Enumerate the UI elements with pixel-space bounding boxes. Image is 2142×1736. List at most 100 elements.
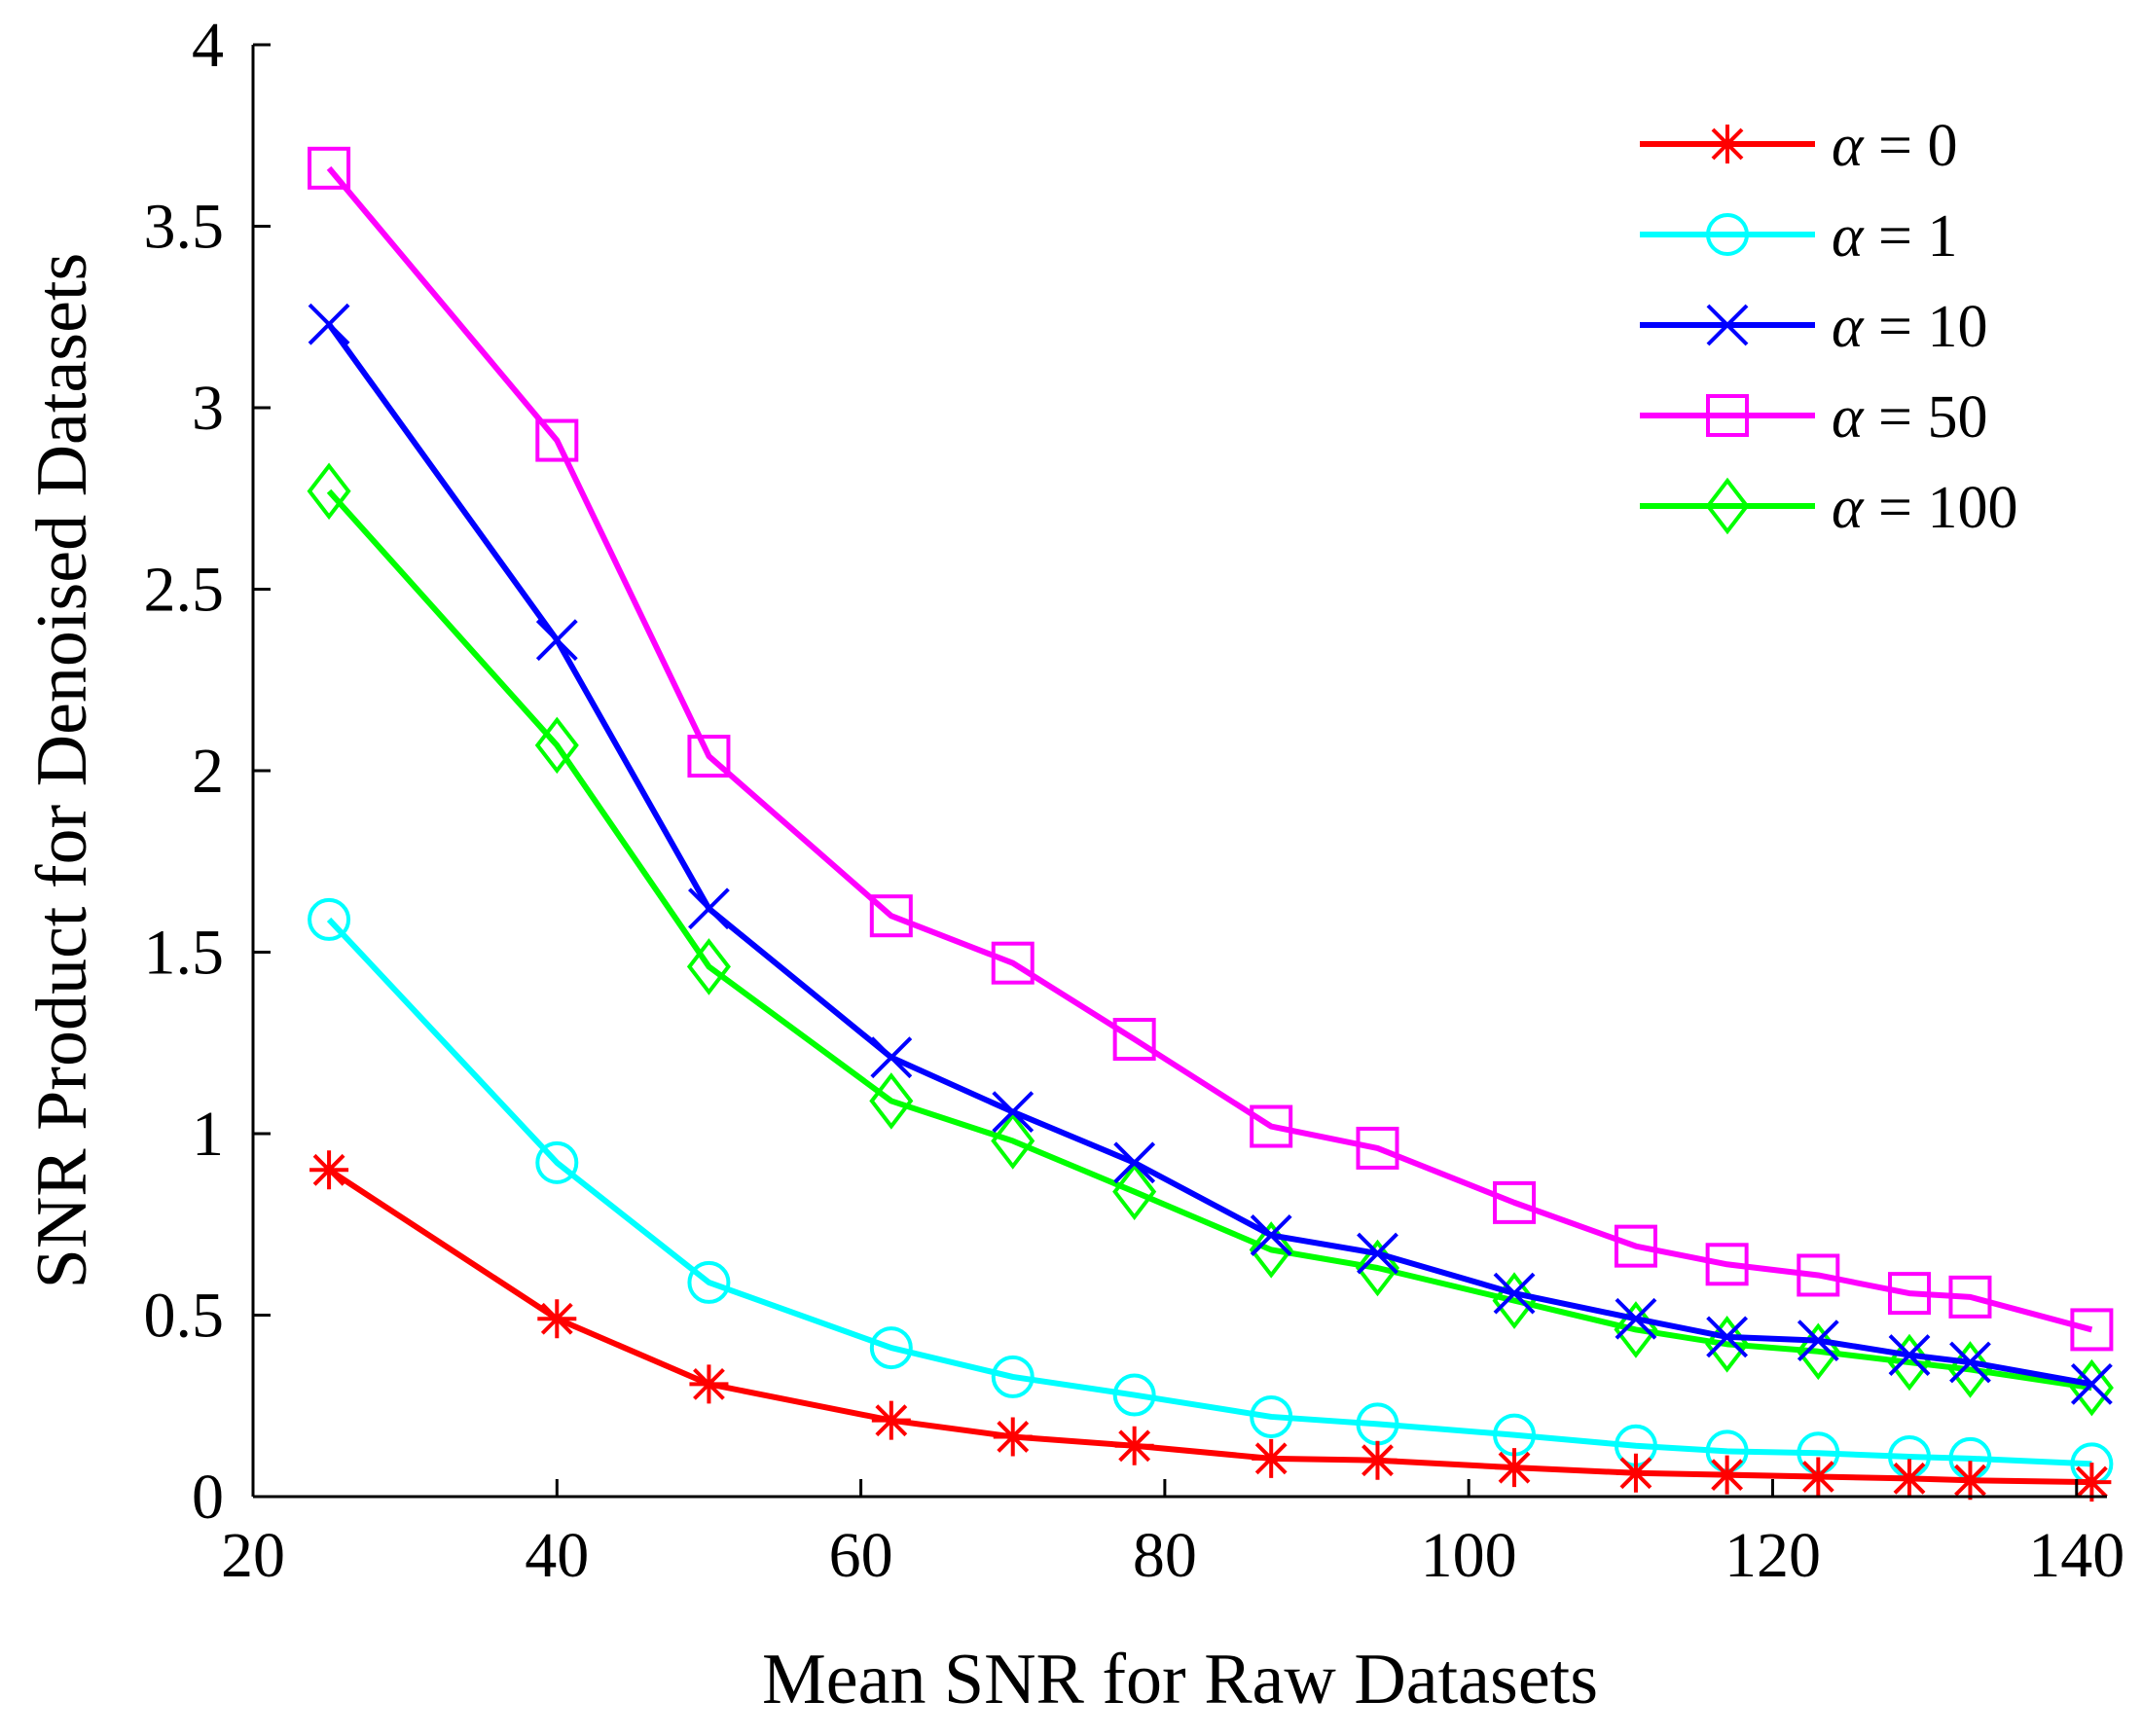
data-point-square <box>1948 1275 1992 1319</box>
ticks-layer: 20 40 60 80 100 120 140 0 0.5 1 1.5 2 2.5 3 3.5 4 <box>144 10 2125 1591</box>
data-point-x <box>1615 1297 1657 1340</box>
y-tick-label: 3.5 <box>144 192 225 263</box>
series-line <box>326 165 2093 1333</box>
data-point-asterisk <box>993 1417 1033 1457</box>
series-square-group <box>308 146 2114 1352</box>
legend-marker-square <box>1706 394 1749 437</box>
y-tick-label: 4 <box>192 10 224 81</box>
y-axis-label: SNR Product for Denoised Datasets <box>22 253 102 1289</box>
data-point-x <box>1706 1316 1749 1358</box>
data-point-diamond <box>307 462 351 521</box>
x-tick-label: 60 <box>829 1520 893 1591</box>
legend: α = 0 α = 1 α = 10 α = 50 α = 100 <box>1640 113 2018 541</box>
legend-marker-diamond <box>1705 477 1750 535</box>
y-tick-label: 2 <box>192 736 224 807</box>
data-point-asterisk <box>1890 1459 1930 1499</box>
data-point-square <box>1493 1180 1537 1224</box>
legend-entry: α = 50 <box>1640 384 1988 451</box>
data-point-diamond <box>869 1072 914 1130</box>
data-point-x <box>1949 1341 1991 1384</box>
data-point-square <box>1797 1253 1840 1297</box>
data-point-diamond <box>534 716 579 775</box>
series-circle-group <box>308 897 2114 1486</box>
y-tick-label: 0.5 <box>144 1281 225 1352</box>
data-point-asterisk <box>1252 1438 1291 1478</box>
x-tick-label: 140 <box>2028 1520 2124 1591</box>
series-diamond-group <box>307 462 2114 1417</box>
data-point-x <box>1493 1272 1536 1315</box>
y-tick-label: 1 <box>192 1099 224 1170</box>
data-point-circle <box>308 897 351 941</box>
data-point-square <box>1614 1224 1657 1268</box>
series-line <box>326 488 2092 1392</box>
data-point-circle <box>869 1326 913 1370</box>
data-point-circle <box>1112 1373 1156 1417</box>
data-point-x <box>870 1036 913 1079</box>
legend-marker-circle <box>1706 213 1749 256</box>
data-point-asterisk <box>1495 1448 1535 1488</box>
data-point-square <box>991 941 1035 985</box>
data-point-circle <box>687 1260 731 1304</box>
data-point-square <box>1888 1272 1932 1316</box>
legend-label: α = 10 <box>1832 294 1988 360</box>
x-tick-label: 80 <box>1133 1520 1197 1591</box>
legend-label: α = 50 <box>1832 384 1988 451</box>
data-point-x <box>992 1091 1035 1134</box>
data-point-x <box>1357 1232 1398 1275</box>
data-point-circle <box>535 1140 579 1184</box>
data-point-square <box>2070 1308 2114 1352</box>
legend-label: α = 0 <box>1832 113 1958 179</box>
series-line <box>326 917 2092 1467</box>
x-tick-label: 20 <box>221 1520 285 1591</box>
legend-entry: α = 100 <box>1640 475 2018 541</box>
x-tick-label: 40 <box>525 1520 589 1591</box>
y-tick-label: 3 <box>192 373 224 444</box>
data-point-square <box>1250 1104 1293 1148</box>
data-point-x <box>1250 1214 1292 1256</box>
x-tick-label: 120 <box>1724 1520 1821 1591</box>
data-point-asterisk <box>689 1364 729 1404</box>
data-point-x <box>535 619 578 662</box>
data-point-asterisk <box>1707 1455 1747 1495</box>
data-point-diamond <box>991 1112 1035 1170</box>
data-point-x <box>2070 1362 2113 1405</box>
data-point-square <box>687 735 731 778</box>
legend-entry: α = 0 <box>1640 113 1958 179</box>
data-point-x <box>1888 1334 1931 1376</box>
data-point-diamond <box>686 938 731 995</box>
data-point-asterisk <box>871 1400 911 1440</box>
data-point-square <box>1356 1126 1399 1170</box>
data-point-circle <box>991 1355 1035 1398</box>
data-point-circle <box>1250 1394 1293 1438</box>
series-x-group <box>308 303 2113 1405</box>
data-point-asterisk <box>1114 1426 1154 1465</box>
legend-label: α = 1 <box>1832 203 1958 270</box>
data-point-asterisk <box>309 1150 349 1190</box>
x-axis-label: Mean SNR for Raw Datasets <box>762 1640 1598 1719</box>
data-point-asterisk <box>1950 1461 1990 1501</box>
data-point-asterisk <box>1616 1453 1655 1493</box>
legend-marker-x <box>1706 304 1749 346</box>
data-point-asterisk <box>2072 1463 2112 1502</box>
legend-label: α = 100 <box>1832 475 2018 541</box>
data-point-x <box>688 887 730 930</box>
data-point-square <box>1705 1243 1749 1286</box>
data-point-x <box>308 303 350 345</box>
legend-entry: α = 10 <box>1640 294 1988 360</box>
data-point-square <box>869 894 913 938</box>
data-point-diamond <box>1112 1163 1157 1220</box>
y-tick-label: 2.5 <box>144 555 225 626</box>
series-asterisk-group <box>309 1150 2112 1502</box>
y-tick-label: 0 <box>192 1462 224 1533</box>
data-point-square <box>535 418 579 462</box>
plot-series-layer <box>307 146 2114 1502</box>
data-point-x <box>1797 1320 1839 1362</box>
legend-entry: α = 1 <box>1640 203 1958 270</box>
y-tick-label: 1.5 <box>144 918 225 989</box>
x-tick-label: 100 <box>1421 1520 1517 1591</box>
data-point-diamond <box>1249 1221 1293 1279</box>
legend-marker-asterisk <box>1708 125 1747 163</box>
data-point-square <box>308 146 351 190</box>
data-point-asterisk <box>1358 1440 1398 1480</box>
